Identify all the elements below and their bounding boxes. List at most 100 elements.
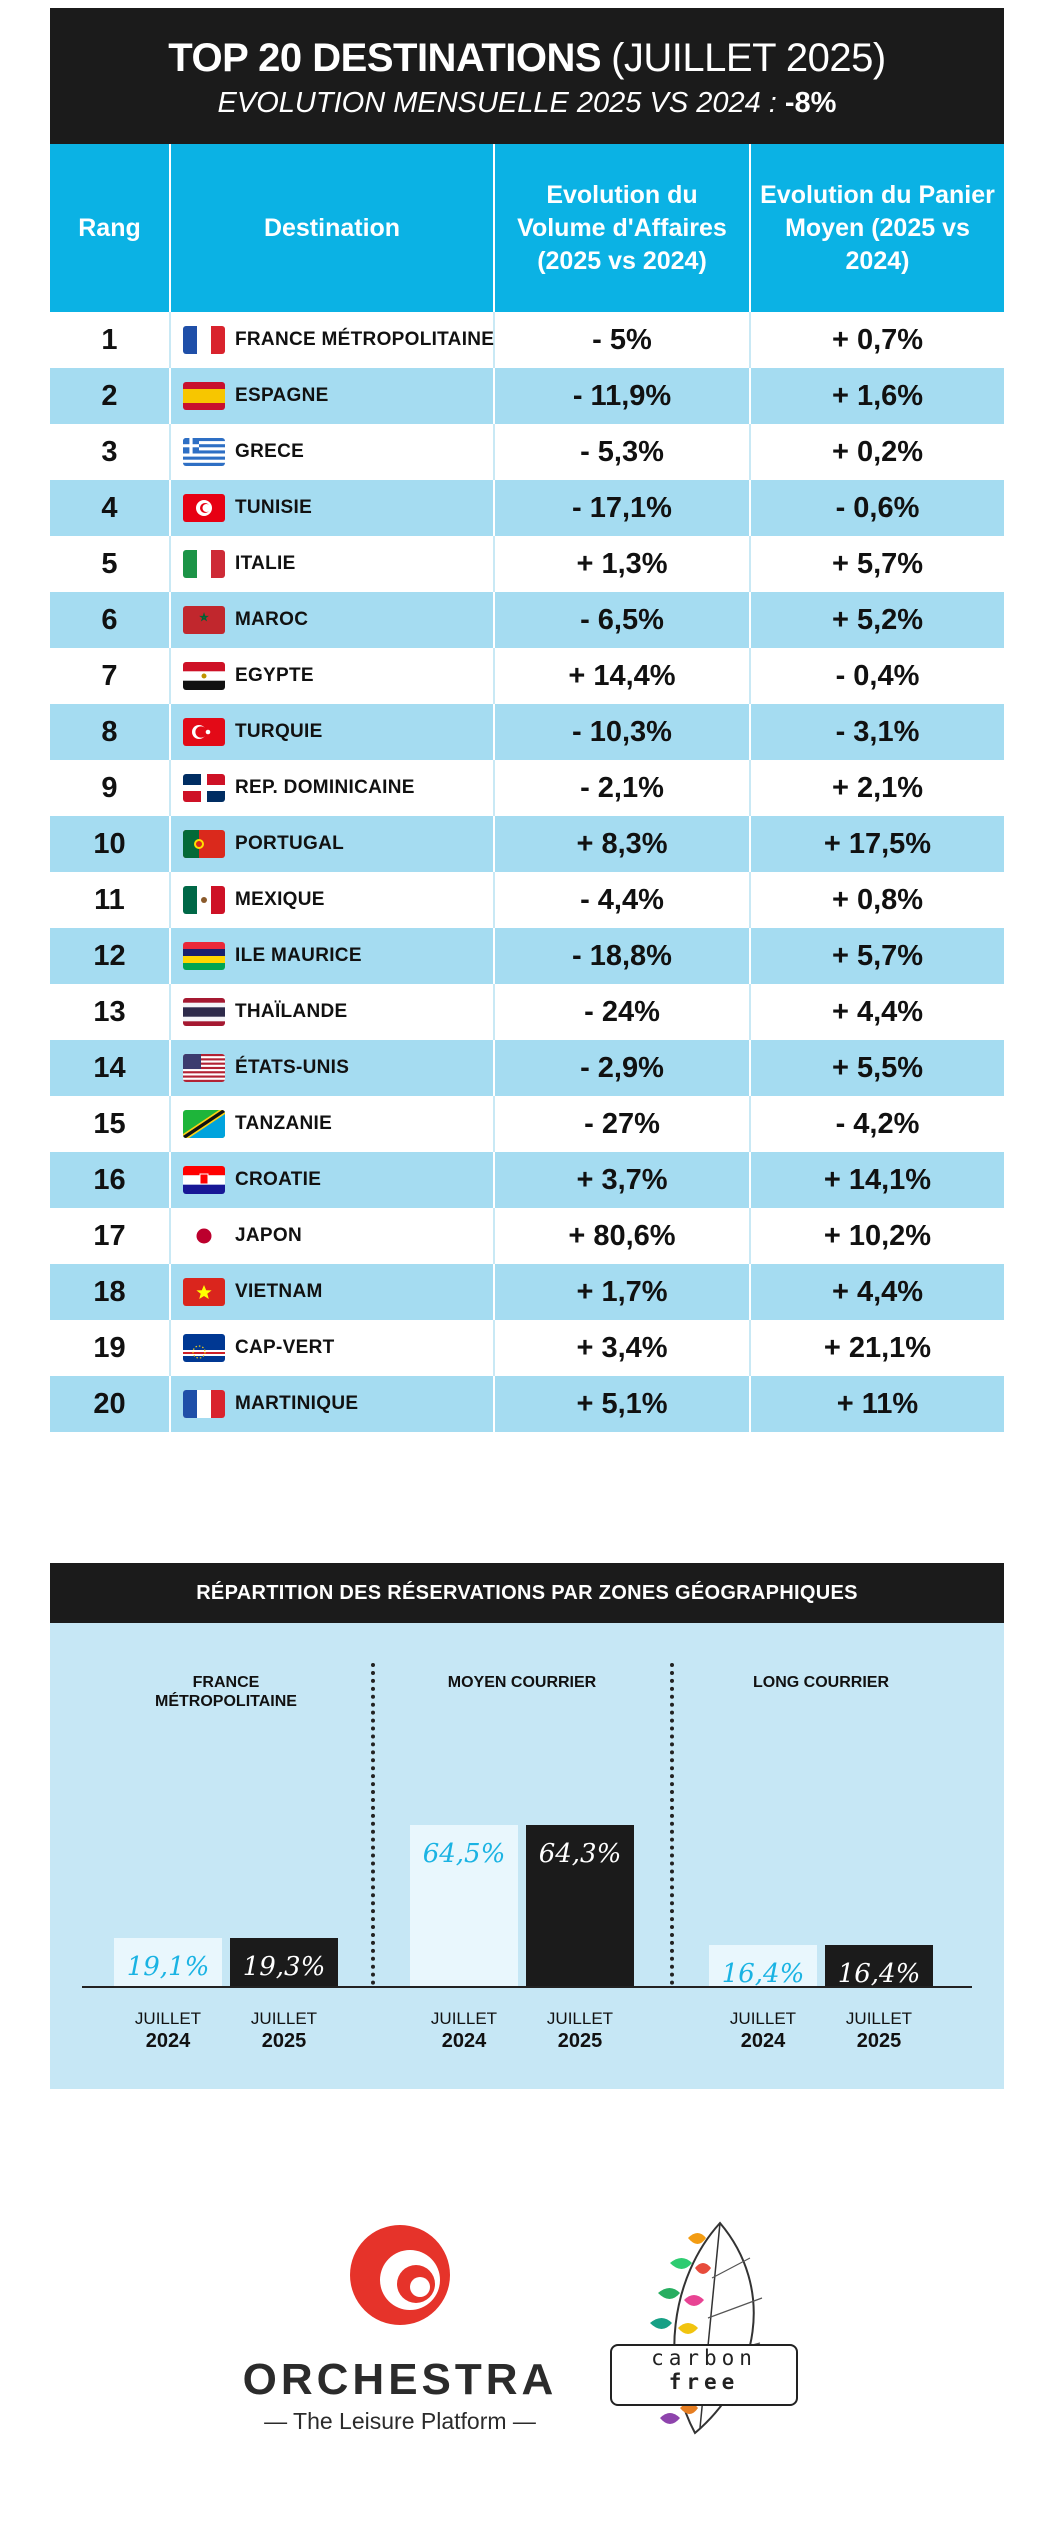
- panier-cell: + 0,8%: [750, 872, 1004, 928]
- panier-cell: - 3,1%: [750, 704, 1004, 760]
- title-period: (JUILLET 2025): [611, 36, 886, 80]
- destination-cell: TUNISIE: [170, 480, 495, 536]
- x-tick-label: JUILLET 2024: [113, 2008, 223, 2053]
- panier-cell: + 10,2%: [750, 1208, 1004, 1264]
- zone-label: LONG COURRIER: [753, 1674, 889, 1691]
- x-tick-line1: JUILLET: [134, 2009, 202, 2028]
- destination-cell: GRECE: [170, 424, 495, 480]
- destination-name: EGYPTE: [235, 665, 314, 686]
- rank-cell: 4: [50, 480, 171, 536]
- panier-cell: + 11%: [750, 1376, 1004, 1432]
- destination-name: CROATIE: [235, 1169, 322, 1190]
- bar-value-label: 64,5%: [422, 1839, 506, 1869]
- separator-2: [670, 1663, 674, 1985]
- table-row: 3 GRECE - 5,3% + 0,2%: [50, 424, 1004, 480]
- table-row: 20 MARTINIQUE + 5,1% + 11%: [50, 1376, 1004, 1432]
- bar-value-label: 19,1%: [126, 1952, 210, 1982]
- volume-cell: - 18,8%: [494, 928, 751, 984]
- panier-cell: + 5,2%: [750, 592, 1004, 648]
- destination-name: TANZANIE: [235, 1113, 333, 1134]
- rank-cell: 8: [50, 704, 171, 760]
- x-tick-line2: 2025: [261, 2030, 307, 2052]
- volume-cell: - 5,3%: [494, 424, 751, 480]
- volume-cell: + 1,7%: [494, 1264, 751, 1320]
- destination-cell: ÉTATS-UNIS: [170, 1040, 495, 1096]
- volume-cell: - 10,3%: [494, 704, 751, 760]
- zone-label: FRANCE MÉTROPOLITAINE: [155, 1674, 297, 1710]
- destination-name: ESPAGNE: [235, 385, 329, 406]
- destination-cell: MAROC: [170, 592, 495, 648]
- bar-2025: 19,3%: [230, 1938, 338, 1986]
- destination-name: MAROC: [235, 609, 309, 630]
- rank-cell: 1: [50, 312, 171, 368]
- carbon-free-logo: carbon free: [600, 2218, 810, 2438]
- flag-croatia-icon: [183, 1166, 225, 1194]
- flag-spain-icon: [183, 382, 225, 410]
- volume-cell: - 24%: [494, 984, 751, 1040]
- destinations-table: Rang Destination Evolution du Volume d'A…: [50, 144, 1004, 1432]
- bar-2024: 16,4%: [709, 1945, 817, 1989]
- title-bold: TOP 20 DESTINATIONS: [168, 36, 602, 80]
- flag-dominican-republic-icon: [183, 774, 225, 802]
- rank-cell: 3: [50, 424, 171, 480]
- table-row: 9 REP. DOMINICAINE - 2,1% + 2,1%: [50, 760, 1004, 816]
- destination-cell: MARTINIQUE: [170, 1376, 495, 1432]
- volume-cell: + 3,7%: [494, 1152, 751, 1208]
- panier-cell: + 5,5%: [750, 1040, 1004, 1096]
- flag-mauritius-icon: [183, 942, 225, 970]
- destination-cell: VIETNAM: [170, 1264, 495, 1320]
- volume-cell: - 17,1%: [494, 480, 751, 536]
- table-row: 6 MAROC - 6,5% + 5,2%: [50, 592, 1004, 648]
- rank-cell: 17: [50, 1208, 171, 1264]
- destination-name: CAP-VERT: [235, 1337, 335, 1358]
- panier-cell: - 0,4%: [750, 648, 1004, 704]
- x-tick-line2: 2024: [441, 2030, 487, 2052]
- destination-cell: REP. DOMINICAINE: [170, 760, 495, 816]
- x-tick-line1: JUILLET: [729, 2009, 797, 2028]
- x-tick-line1: JUILLET: [430, 2009, 498, 2028]
- destination-name: JAPON: [235, 1225, 302, 1246]
- destination-cell: JAPON: [170, 1208, 495, 1264]
- table-row: 16 CROATIE + 3,7% + 14,1%: [50, 1152, 1004, 1208]
- volume-cell: - 2,9%: [494, 1040, 751, 1096]
- panier-cell: + 4,4%: [750, 984, 1004, 1040]
- rank-cell: 19: [50, 1320, 171, 1376]
- panier-cell: - 4,2%: [750, 1096, 1004, 1152]
- table-row: 10 PORTUGAL + 8,3% + 17,5%: [50, 816, 1004, 872]
- chart-baseline: [82, 1986, 972, 1988]
- x-tick-line2: 2025: [557, 2030, 603, 2052]
- x-tick-line1: JUILLET: [845, 2009, 913, 2028]
- flag-thailand-icon: [183, 998, 225, 1026]
- destination-name: ILE MAURICE: [235, 945, 362, 966]
- separator-1: [371, 1663, 375, 1985]
- col-header-destination: Destination: [170, 144, 495, 312]
- table-row: 17 JAPON + 80,6% + 10,2%: [50, 1208, 1004, 1264]
- panier-cell: + 5,7%: [750, 536, 1004, 592]
- x-tick-line1: JUILLET: [546, 2009, 614, 2028]
- flag-morocco-icon: [183, 606, 225, 634]
- panier-cell: + 2,1%: [750, 760, 1004, 816]
- page-header: TOP 20 DESTINATIONS (JUILLET 2025) EVOLUT…: [50, 8, 1004, 144]
- rank-cell: 18: [50, 1264, 171, 1320]
- x-tick-line2: 2024: [145, 2030, 191, 2052]
- volume-cell: - 4,4%: [494, 872, 751, 928]
- bar-2025: 64,3%: [526, 1825, 634, 1986]
- x-tick-label: JUILLET 2024: [409, 2008, 519, 2053]
- destination-cell: MEXIQUE: [170, 872, 495, 928]
- orchestra-tagline: — The Leisure Platform —: [264, 2408, 536, 2434]
- table-row: 2 ESPAGNE - 11,9% + 1,6%: [50, 368, 1004, 424]
- x-tick-label: JUILLET 2025: [824, 2008, 934, 2053]
- volume-cell: - 2,1%: [494, 760, 751, 816]
- table-row: 5 ITALIE + 1,3% + 5,7%: [50, 536, 1004, 592]
- volume-cell: + 14,4%: [494, 648, 751, 704]
- flag-turkey-icon: [183, 718, 225, 746]
- bar-value-label: 16,4%: [721, 1959, 805, 1989]
- orchestra-logo: ORCHESTRA — The Leisure Platform —: [230, 2220, 570, 2434]
- flag-mexico-icon: [183, 886, 225, 914]
- rank-cell: 7: [50, 648, 171, 704]
- carbon-text: carbon: [651, 2346, 757, 2370]
- x-tick-label: JUILLET 2024: [708, 2008, 818, 2053]
- volume-cell: + 8,3%: [494, 816, 751, 872]
- destination-name: TUNISIE: [235, 497, 313, 518]
- destination-cell: PORTUGAL: [170, 816, 495, 872]
